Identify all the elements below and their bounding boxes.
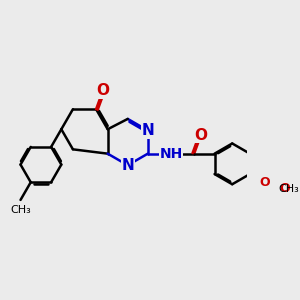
Text: NH: NH	[159, 147, 183, 161]
Text: O: O	[279, 182, 290, 195]
Text: CH₃: CH₃	[278, 184, 299, 194]
Text: CH₃: CH₃	[10, 205, 31, 215]
Text: O: O	[194, 128, 207, 142]
Text: N: N	[122, 158, 134, 173]
Text: N: N	[141, 123, 154, 138]
Text: O: O	[260, 176, 270, 189]
Text: O: O	[96, 83, 109, 98]
